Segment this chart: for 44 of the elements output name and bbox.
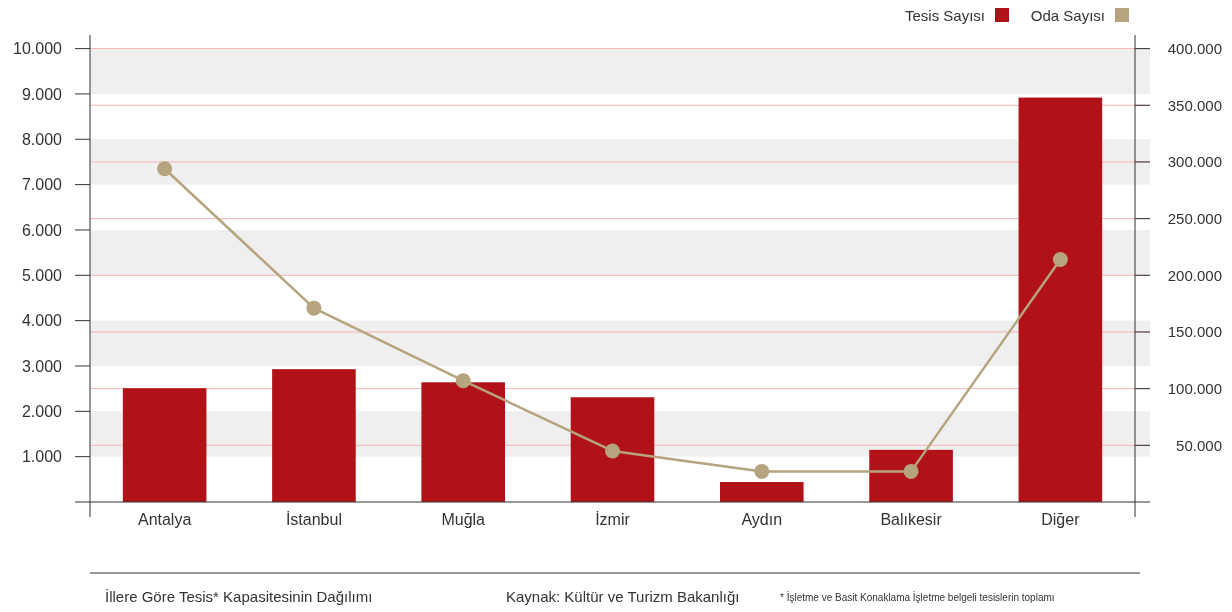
bar (1018, 97, 1103, 502)
y-tick-label: 6.000 (21, 221, 63, 239)
bar (570, 397, 655, 502)
y2-tick-label: 300.000 (1167, 153, 1222, 171)
text: Kaynak: Kültür ve Turizm Bakanlığı (506, 588, 740, 605)
y2-tick-label: 250.000 (1167, 209, 1222, 227)
y-tick-label: 2.000 (21, 402, 63, 420)
y2-tick-label: 150.000 (1167, 323, 1222, 341)
point (1052, 251, 1068, 267)
y2-tick-label: 200.000 (1167, 266, 1222, 284)
y-tick-label: 4.000 (21, 312, 63, 330)
text: İllere Göre Tesis* Kapasitesinin Dağılımı (105, 588, 373, 605)
y-tick-label: 8.000 (21, 130, 63, 148)
x-tick-label: İzmir (595, 510, 631, 528)
point (754, 463, 770, 479)
point (157, 161, 173, 177)
point (455, 373, 471, 389)
x-tick-label: Balıkesir (880, 511, 943, 528)
y2-tick-label: 100.000 (1167, 379, 1222, 397)
legend-label: Tesis Sayısı (904, 7, 985, 24)
y2-tick-label: 350.000 (1167, 96, 1222, 114)
y2-tick-label: 50.000 (1176, 436, 1222, 454)
y2-tick-label: 400.000 (1167, 39, 1222, 57)
y-tick-label: 5.000 (21, 266, 63, 284)
x-tick-label: Antalya (137, 511, 192, 528)
text: * İşletme ve Basit Konaklama İşletme belgeli tesislerin toplamı (780, 591, 1055, 603)
bar (869, 449, 953, 502)
x-tick-label: İstanbul (285, 510, 342, 528)
bar (122, 388, 207, 502)
point (605, 443, 620, 459)
legend-label: Oda Sayısı (1030, 7, 1105, 24)
y-tick-label: 9.000 (21, 85, 63, 103)
y-tick-label: 3.000 (21, 357, 63, 375)
point (903, 463, 919, 479)
bar (272, 369, 356, 502)
x-tick-label: Muğla (441, 511, 486, 528)
x-tick-label: Aydın (741, 511, 783, 528)
x-tick-label: Diğer (1041, 511, 1081, 528)
y-tick-label: 7.000 (21, 176, 63, 194)
point (306, 300, 322, 316)
bar (719, 482, 804, 502)
y-tick-label: 1.000 (21, 448, 63, 466)
bar (421, 382, 506, 502)
y-tick-label: 10.000 (13, 40, 63, 58)
